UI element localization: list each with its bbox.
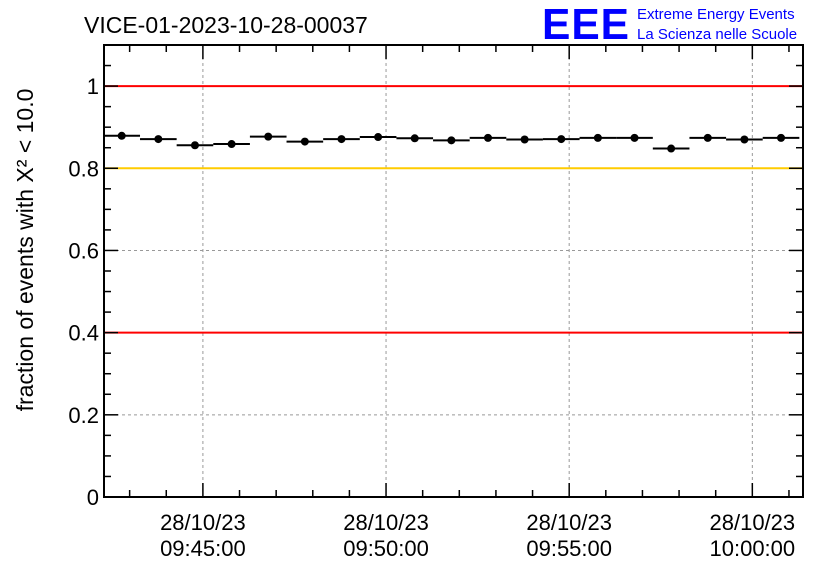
logo-line1: Extreme Energy Events xyxy=(637,6,795,23)
x-tick-label-date: 28/10/23 xyxy=(343,510,429,535)
data-point xyxy=(483,133,492,142)
data-point xyxy=(227,140,236,149)
data-point xyxy=(190,141,199,150)
data-point xyxy=(740,135,749,144)
data-point xyxy=(154,135,163,144)
y-tick-label: 0.2 xyxy=(68,403,99,428)
data-point xyxy=(593,133,602,142)
data-point xyxy=(264,132,273,141)
x-tick-label-date: 28/10/23 xyxy=(526,510,612,535)
logo-line2: La Scienza nelle Scuole xyxy=(637,26,797,43)
x-tick-label-date: 28/10/23 xyxy=(710,510,796,535)
plot-frame xyxy=(103,44,804,498)
y-tick-label: 0.4 xyxy=(68,321,99,346)
data-point xyxy=(557,135,566,144)
data-point xyxy=(703,133,712,142)
y-tick-label: 0 xyxy=(87,485,99,510)
data-point xyxy=(117,131,126,140)
x-tick-label-time: 09:50:00 xyxy=(343,536,429,561)
data-point xyxy=(300,137,309,146)
x-tick-label-date: 28/10/23 xyxy=(160,510,246,535)
data-point xyxy=(447,136,456,145)
y-tick-label: 1 xyxy=(87,74,99,99)
data-point xyxy=(777,133,786,142)
data-point xyxy=(667,144,676,153)
chart-title: VICE-01-2023-10-28-00037 xyxy=(84,12,368,38)
data-point xyxy=(520,135,529,144)
y-tick-label: 0.6 xyxy=(68,238,99,263)
y-tick-label: 0.8 xyxy=(68,156,99,181)
y-axis-label: fraction of events with Χ² < 10.0 xyxy=(12,89,38,412)
data-point xyxy=(410,134,419,143)
x-tick-label-time: 10:00:00 xyxy=(710,536,796,561)
logo-mark: EEE xyxy=(542,0,630,49)
x-tick-label-time: 09:55:00 xyxy=(526,536,612,561)
data-point xyxy=(337,135,346,144)
data-point xyxy=(630,133,639,142)
x-tick-label-time: 09:45:00 xyxy=(160,536,246,561)
data-point xyxy=(374,133,383,142)
